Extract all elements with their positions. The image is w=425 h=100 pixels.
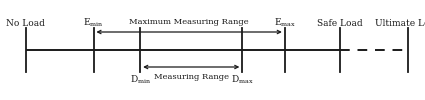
Text: D$_{\mathregular{max}}$: D$_{\mathregular{max}}$ bbox=[231, 74, 254, 86]
Text: D$_{\mathregular{min}}$: D$_{\mathregular{min}}$ bbox=[130, 74, 151, 86]
Text: Safe Load: Safe Load bbox=[317, 18, 363, 28]
Text: Ultimate Load: Ultimate Load bbox=[375, 18, 425, 28]
Text: Maximum Measuring Range: Maximum Measuring Range bbox=[129, 18, 249, 26]
Text: Measuring Range: Measuring Range bbox=[154, 73, 229, 81]
Text: E$_{\mathregular{min}}$: E$_{\mathregular{min}}$ bbox=[83, 17, 104, 29]
Text: No Load: No Load bbox=[6, 18, 45, 28]
Text: E$_{\mathregular{max}}$: E$_{\mathregular{max}}$ bbox=[274, 17, 296, 29]
